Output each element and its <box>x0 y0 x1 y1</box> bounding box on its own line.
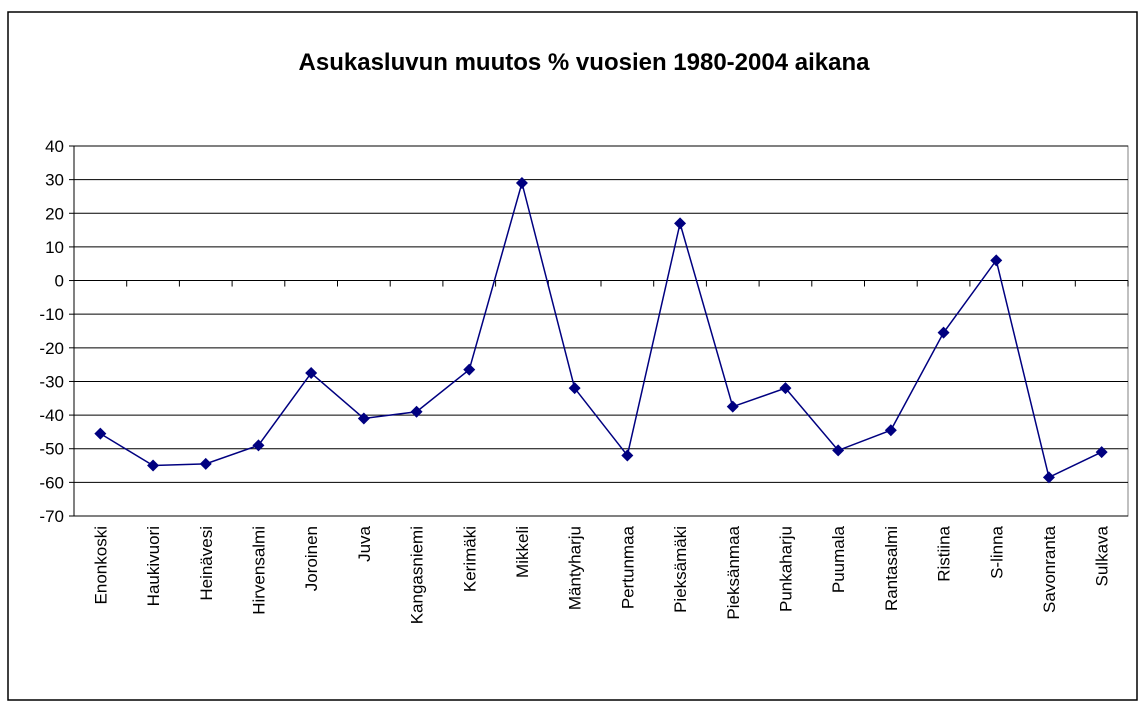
marker <box>252 439 265 452</box>
marker <box>410 405 423 418</box>
x-tick-label: Haukivuori <box>144 526 163 606</box>
marker <box>1042 471 1055 484</box>
marker <box>463 363 476 376</box>
marker <box>568 382 581 395</box>
y-tick-label: 30 <box>45 171 64 190</box>
y-tick-label: 40 <box>45 137 64 156</box>
x-tick-label: Juva <box>355 525 374 561</box>
y-tick-label: -50 <box>39 440 64 459</box>
marker <box>515 177 528 189</box>
x-tick-label: S-linna <box>987 525 1006 578</box>
x-tick-label: Mikkeli <box>513 526 532 578</box>
plot-area <box>73 145 1129 517</box>
x-tick-label: Mäntyharju <box>566 526 585 610</box>
marker <box>937 326 950 339</box>
x-tick-label: Kangasniemi <box>408 526 427 624</box>
x-tick-label: Hirvensalmi <box>249 526 268 615</box>
marker <box>779 382 792 395</box>
x-tick-label: Pieksämäki <box>671 526 690 613</box>
marker <box>832 444 845 457</box>
y-tick-label: -70 <box>39 507 64 526</box>
marker <box>884 424 897 437</box>
marker <box>726 400 739 413</box>
x-tick-label: Pieksänmaa <box>724 525 743 619</box>
x-tick-label: Puumala <box>829 525 848 593</box>
x-tick-label: Sulkava <box>1093 525 1112 586</box>
y-tick-label: -30 <box>39 372 64 391</box>
marker <box>621 449 634 462</box>
chart-title: Asukasluvun muutos % vuosien 1980-2004 a… <box>299 49 871 76</box>
x-tick-label: Savonranta <box>1040 525 1059 612</box>
y-tick-label: -10 <box>39 305 64 324</box>
y-tick-label: 20 <box>45 204 64 223</box>
x-tick-label: Rantasalmi <box>882 526 901 611</box>
y-tick-label: 0 <box>55 272 64 291</box>
x-tick-label: Kerimäki <box>460 526 479 592</box>
marker <box>147 459 160 472</box>
marker <box>1095 446 1108 459</box>
x-tick-label: Enonkoski <box>91 526 110 604</box>
x-tick-label: Heinävesi <box>197 526 216 601</box>
x-tick-label: Ristiina <box>935 525 954 581</box>
y-tick-label: -40 <box>39 406 64 425</box>
marker <box>357 412 370 425</box>
line <box>99 180 1102 479</box>
x-tick-label: Punkaharju <box>776 526 795 612</box>
marker <box>199 457 212 470</box>
marker <box>305 367 318 380</box>
marker <box>674 217 687 230</box>
marker <box>94 427 107 440</box>
x-tick-label: Joroinen <box>302 526 321 591</box>
y-tick-label: 10 <box>45 238 64 257</box>
y-tick-label: -60 <box>39 473 64 492</box>
marker <box>990 254 1003 267</box>
x-tick-label: Pertunmaa <box>618 525 637 609</box>
y-tick-label: -20 <box>39 339 64 358</box>
